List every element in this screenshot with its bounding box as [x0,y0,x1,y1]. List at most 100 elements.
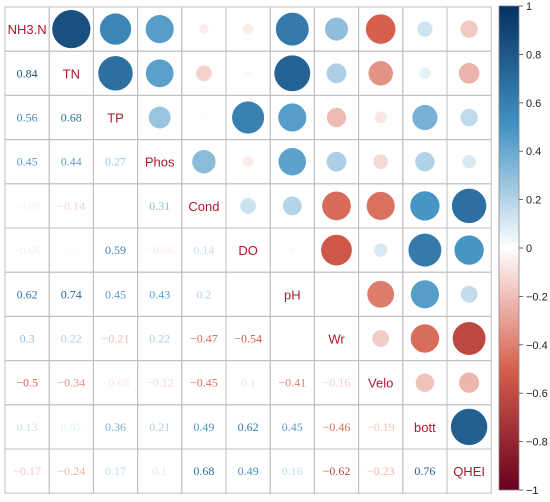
correlation-circle [242,156,254,167]
correlation-circle [278,103,307,132]
correlation-value: 0.14 [193,243,214,257]
correlation-value: 0.1 [241,376,256,390]
correlation-value: 0.07 [61,420,82,434]
correlation-marks: NH3.N 0.84 TN 0.56 0.68 TP 0.45 0.44 0.27 Phos −0.… [8,9,488,479]
correlation-circle [410,324,440,353]
correlation-circle [145,15,174,44]
variable-label: DO [238,243,258,258]
colorbar-gradient [498,5,520,491]
colorbar-tick-label: −0.6 [526,388,548,400]
correlation-value: 0.1 [152,464,167,478]
correlation-value: −0.06 [146,243,174,257]
correlation-circle [326,107,347,128]
correlation-circle [192,149,216,174]
correlation-value: 0.31 [149,199,170,213]
correlation-value: 0.27 [105,155,126,169]
correlation-value: −0.12 [146,376,174,390]
colorbar-tick-label: −0.2 [526,291,548,303]
colorbar: 1 0.8 0.6 0.4 0.2 0 −0.2 −0.4 −0.6 −0.8 −1 [498,1,548,497]
colorbar-tick-label: −0.8 [526,437,548,449]
correlation-circle [275,12,309,46]
variable-label: Phos [145,155,175,170]
grid-cell [92,183,139,229]
colorbar-tick-label: 1 [526,1,532,13]
correlation-circle [458,62,480,84]
correlation-circle [240,197,257,214]
correlation-circle [368,61,393,86]
correlation-circle [410,191,440,221]
correlation-circle [412,104,438,131]
correlation-circle [417,21,433,37]
colorbar-tick-label: 0.2 [526,195,541,207]
correlation-value: 0.84 [17,66,38,80]
correlation-value: 0.13 [17,420,38,434]
correlation-value: −0.16 [323,376,351,390]
correlation-value: −0.45 [190,376,218,390]
variable-label: bott [414,420,436,435]
correlation-value: −0.21 [102,332,130,346]
correlation-circle [374,111,387,124]
correlation-value: 0.62 [17,287,38,301]
correlation-circle [326,63,347,84]
correlation-circle [289,246,296,254]
correlation-value: 0.43 [149,287,170,301]
grid-cell [225,271,271,317]
correlation-value: 0.45 [105,287,126,301]
correlation-value: −0.19 [367,420,395,434]
variable-label: QHEI [453,464,485,479]
correlation-circle [460,20,478,38]
correlation-value: 0.02 [61,243,82,257]
colorbar-tick-label: −0.4 [526,340,548,352]
correlation-circle [278,147,307,176]
correlation-value: 0.44 [61,155,82,169]
correlation-value: −0.17 [13,464,41,478]
correlation-circle [454,235,484,265]
correlation-circle [148,106,171,129]
correlation-circle [419,67,431,80]
correlation-circle [372,330,390,347]
correlation-value: 0.45 [17,155,38,169]
correlation-value: 0.49 [238,464,259,478]
correlation-circle [415,373,435,392]
correlation-value: 0.76 [414,464,435,478]
correlation-value: 0.68 [61,111,82,125]
correlation-value: −0.05 [13,199,41,213]
correlation-circle [282,196,302,216]
correlation-value: 0.2 [196,287,211,301]
correlation-circle [458,372,480,393]
correlation-circle [452,322,486,355]
correlation-circle [415,152,435,172]
grid-cell [446,448,492,494]
variable-label: TP [107,111,124,126]
grid-cell [269,315,315,362]
correlation-circle [324,17,349,41]
colorbar-tick-label: −1 [526,485,539,497]
correlation-circle [408,233,442,267]
correlation-circle [321,234,352,266]
correlation-circle [195,65,212,82]
correlation-circle [462,154,476,169]
correlation-circle [242,23,254,35]
colorbar-tick-label: 0.8 [526,49,541,61]
variable-label: TN [63,66,80,81]
correlation-circle [232,101,265,134]
correlation-value: −0.08 [102,376,130,390]
correlation-circle [450,408,488,446]
correlation-value: −0.24 [57,464,85,478]
correlation-value: 0.22 [61,332,82,346]
correlation-value: 0.45 [282,420,303,434]
grid [4,6,492,494]
correlation-value: 0.16 [282,464,303,478]
correlation-value: −0.41 [278,376,306,390]
correlation-value: −0.46 [323,420,351,434]
correlation-value: 0.36 [105,420,126,434]
variable-label: Cond [188,199,219,214]
correlation-circle [451,188,487,224]
correlation-circle [460,108,478,127]
correlation-circle [326,151,347,172]
correlation-value: 0.68 [193,464,214,478]
correlation-value: 0.62 [238,420,259,434]
correlation-value: 0.21 [149,420,170,434]
correlation-value: −0.23 [367,464,395,478]
